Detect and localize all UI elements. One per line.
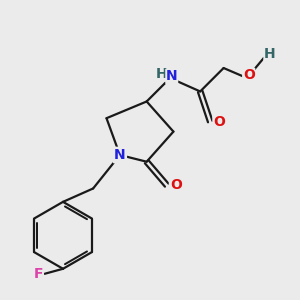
- Text: H: H: [156, 67, 167, 81]
- Text: O: O: [170, 178, 182, 192]
- Text: F: F: [34, 267, 43, 281]
- Text: O: O: [214, 115, 226, 129]
- Text: N: N: [166, 69, 178, 83]
- Text: H: H: [264, 47, 276, 61]
- Text: N: N: [114, 148, 126, 162]
- Text: O: O: [243, 68, 255, 83]
